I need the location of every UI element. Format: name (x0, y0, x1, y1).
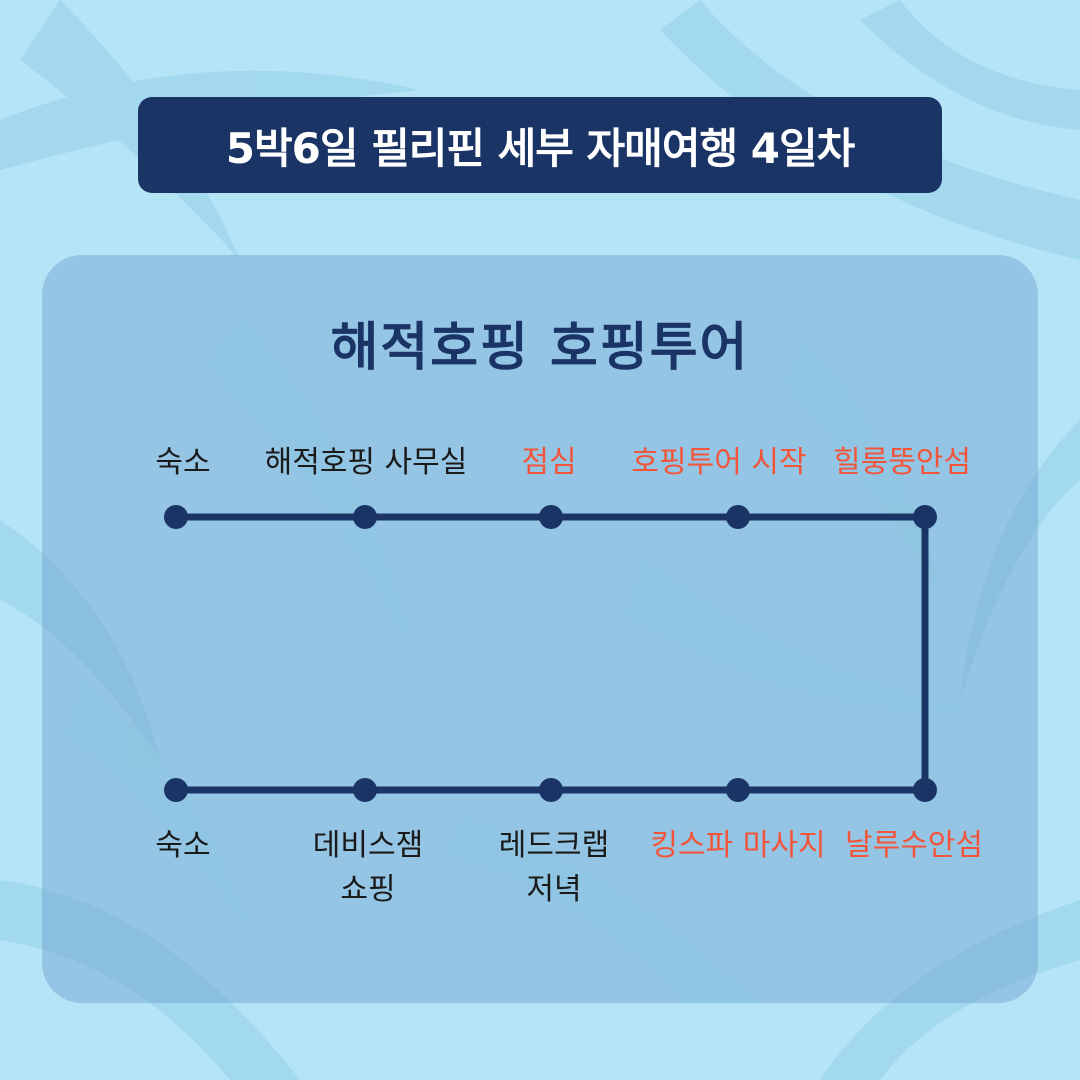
stop-label-bottom-3-line1: 레드크랩 (498, 828, 610, 863)
panel-leaf-pattern (62, 315, 1002, 1003)
stop-dot-top-1 (164, 505, 188, 529)
page-title: 5박6일 필리핀 세부 자매여행 4일차 (225, 123, 855, 173)
stop-label-top-5: 힐룽뚱안섬 (833, 445, 971, 480)
stop-label-top-3: 점심 (521, 445, 577, 480)
title-bar: 5박6일 필리핀 세부 자매여행 4일차 (138, 97, 942, 193)
stop-label-top-1: 숙소 (155, 445, 211, 480)
stop-dot-bottom-3 (539, 778, 563, 802)
stop-dot-bottom-5 (913, 778, 937, 802)
stop-label-bottom-1: 숙소 (155, 828, 211, 863)
stop-label-bottom-3-line2: 저녁 (526, 872, 582, 907)
stop-label-bottom-2-line2: 쇼핑 (340, 872, 396, 907)
stop-dot-top-3 (539, 505, 563, 529)
stop-dot-top-2 (353, 505, 377, 529)
stop-label-bottom-2-line1: 데비스잼 (312, 828, 424, 863)
stop-dot-bottom-4 (726, 778, 750, 802)
stop-dot-bottom-2 (353, 778, 377, 802)
route-path (176, 513, 929, 794)
stop-dot-bottom-1 (164, 778, 188, 802)
stop-dot-top-5 (913, 505, 937, 529)
stop-label-top-2: 해적호핑 사무실 (264, 445, 468, 480)
tour-subtitle: 해적호핑 호핑투어 (330, 318, 750, 378)
stop-label-bottom-4: 킹스파 마사지 (650, 828, 826, 863)
stop-label-bottom-2: 데비스잼 쇼핑 (288, 824, 448, 912)
stop-label-top-4: 호핑투어 시작 (631, 445, 807, 480)
stop-label-bottom-3: 레드크랩 저녁 (474, 824, 634, 912)
route-panel (42, 255, 1038, 1003)
stop-dot-top-4 (726, 505, 750, 529)
stop-label-bottom-5: 날루수안섬 (845, 828, 983, 863)
